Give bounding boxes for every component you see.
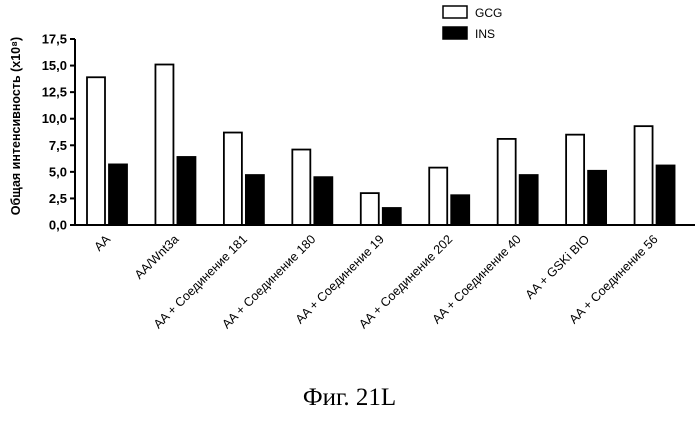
y-axis-label: Общая интенсивность (x10⁸) [9,37,23,215]
legend-label-ins: INS [475,27,495,41]
y-tick-label: 0,0 [49,218,67,233]
bar-ins [314,177,332,225]
y-tick-label: 2,5 [49,191,67,206]
bar-ins [246,175,264,225]
bar-ins [177,157,195,225]
bar-ins [520,175,538,225]
bar-ins [109,164,127,225]
y-tick-label: 5,0 [49,164,67,179]
y-tick-label: 17,5 [42,32,67,47]
y-tick-label: 7,5 [49,138,67,153]
x-category-label: AA/Wnt3a [132,232,182,282]
x-category-label: AA + GSKi BIO [523,232,593,302]
figure-caption: Фиг. 21L [0,384,699,412]
bar-gcg [292,150,310,225]
bar-gcg [429,168,447,225]
bar-gcg [361,193,379,225]
x-category-label: AA [91,232,113,254]
legend-swatch-gcg [443,6,467,18]
bar-gcg [566,135,584,225]
legend-label-gcg: GCG [475,6,502,20]
bar-gcg [155,65,173,225]
bar-gcg [498,139,516,225]
legend-swatch-ins [443,27,467,39]
y-tick-label: 15,0 [42,58,67,73]
y-tick-label: 10,0 [42,111,67,126]
bar-gcg [87,77,105,225]
bar-gcg [635,126,653,225]
bar-ins [657,165,675,225]
bar-chart: 0,0 2,5 5,0 7,5 10,0 12,5 15,0 17,5 Общая интенс… [0,0,699,380]
bar-gcg [224,133,242,225]
bar-ins [588,171,606,225]
bar-ins [383,208,401,225]
bar-ins [451,195,469,225]
y-tick-label: 12,5 [42,85,67,100]
